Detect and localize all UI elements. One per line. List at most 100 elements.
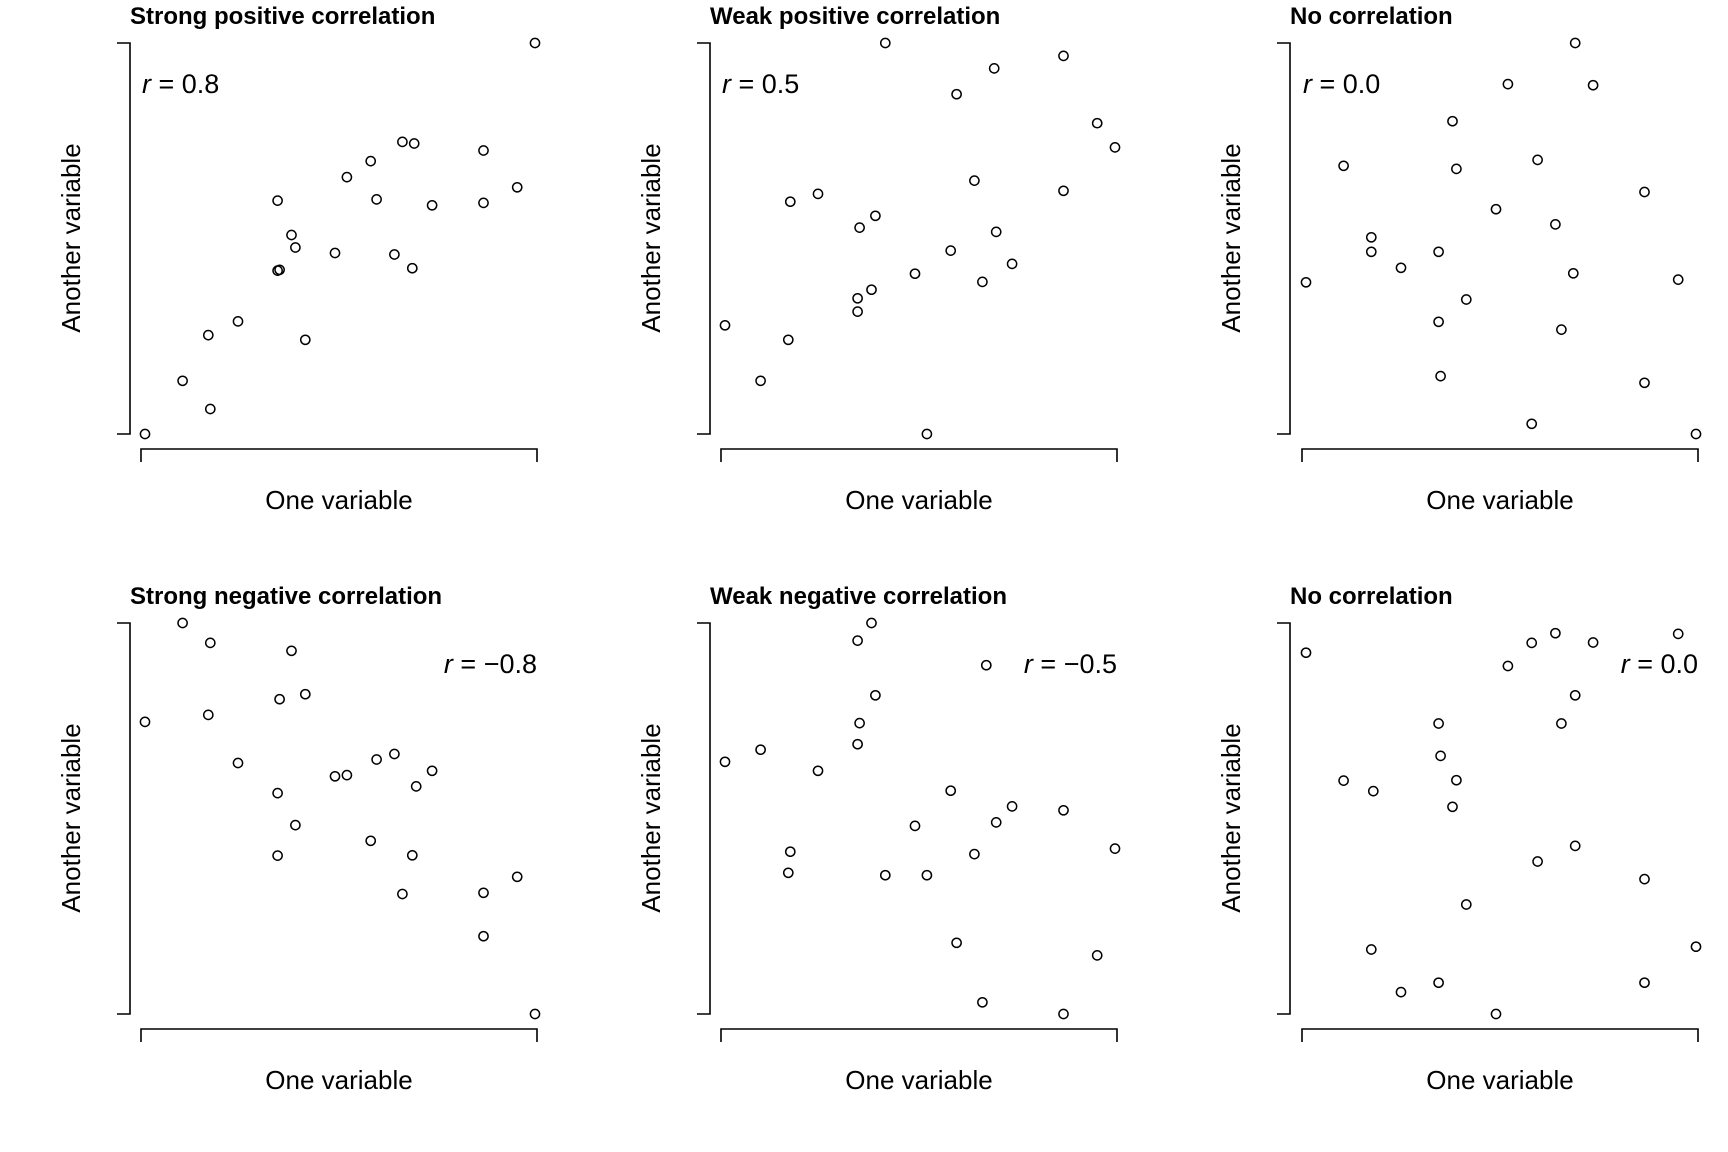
data-point (1395, 262, 1407, 274)
correlation-annotation: r = −0.8 (444, 649, 537, 679)
x-axis-line (720, 1028, 1118, 1042)
data-point (274, 264, 285, 276)
data-point (1526, 418, 1538, 430)
data-point (286, 229, 297, 241)
data-point (1639, 377, 1650, 389)
data-point (202, 709, 214, 721)
y-axis-line (697, 42, 711, 435)
data-point (1639, 977, 1650, 989)
data-point (1532, 856, 1543, 867)
data-point (879, 869, 891, 881)
y-axis-label: Another variable (1216, 723, 1246, 912)
data-point (1451, 774, 1462, 786)
data-point (1367, 785, 1379, 797)
data-point (1058, 1008, 1069, 1020)
data-point (1300, 276, 1312, 288)
data-point (1460, 294, 1472, 305)
data-point (1109, 843, 1121, 854)
data-point (410, 781, 422, 792)
data-point (951, 937, 962, 949)
y-axis-line (117, 622, 131, 1015)
data-point (990, 226, 1002, 238)
data-point (782, 334, 794, 346)
data-point (397, 888, 408, 900)
data-point (1460, 899, 1472, 910)
data-point (852, 635, 863, 646)
data-point (1550, 627, 1561, 639)
data-point (1433, 246, 1444, 258)
data-point (1058, 50, 1069, 62)
data-point (1569, 840, 1581, 852)
data-point (784, 846, 796, 858)
data-point (782, 867, 794, 879)
panel-title: No correlation (1290, 583, 1453, 610)
data-point (1433, 977, 1444, 989)
data-point (951, 88, 962, 100)
panel-title: Strong negative correlation (130, 583, 442, 610)
data-point (1550, 219, 1561, 230)
data-point (1447, 801, 1458, 813)
data-point (909, 820, 921, 832)
data-point (1569, 37, 1581, 49)
y-axis-label: Another variable (1216, 143, 1246, 332)
x-axis-line (140, 1028, 538, 1042)
scatter-panel: No correlation Another variable One variab… (1216, 583, 1702, 1095)
data-point (529, 37, 541, 49)
data-point (406, 262, 418, 274)
data-point (204, 403, 216, 415)
data-point (1451, 163, 1462, 175)
data-point (371, 754, 382, 765)
correlation-annotation: r = 0.0 (1303, 69, 1380, 99)
data-point (478, 887, 489, 899)
y-axis-line (697, 622, 711, 1015)
data-point (866, 284, 877, 296)
data-point (1365, 944, 1377, 955)
data-point (1672, 274, 1684, 285)
scatter-panel: Strong negative correlation Another varia… (56, 583, 541, 1095)
data-point (329, 770, 341, 782)
data-point (1690, 941, 1702, 953)
data-point (852, 738, 863, 750)
data-point (866, 617, 877, 629)
data-point (1091, 950, 1103, 961)
data-point (969, 848, 980, 860)
data-point (426, 199, 438, 211)
data-point (426, 765, 438, 777)
data-point (232, 757, 244, 769)
x-axis-line (720, 448, 1118, 462)
x-axis-label: One variable (265, 485, 412, 515)
data-point (870, 689, 881, 701)
data-point (1526, 637, 1538, 649)
y-axis-label: Another variable (636, 143, 666, 332)
y-axis-line (1277, 42, 1291, 435)
data-point (290, 819, 301, 831)
data-point (177, 375, 188, 387)
data-point (1587, 79, 1599, 91)
y-axis-label: Another variable (56, 723, 86, 912)
data-point (232, 316, 244, 327)
data-point (272, 787, 283, 799)
data-point (478, 197, 489, 209)
data-point (1672, 628, 1684, 640)
y-axis-label: Another variable (56, 143, 86, 332)
data-point (1639, 186, 1650, 198)
data-point (511, 871, 523, 883)
data-point (977, 276, 988, 288)
data-point (341, 171, 353, 183)
data-point (1109, 142, 1121, 153)
data-point (719, 756, 731, 768)
data-point (204, 637, 216, 649)
data-point (1058, 185, 1069, 197)
scatter-panel: Strong positive correlation Another varia… (56, 3, 541, 515)
data-point (272, 850, 283, 861)
data-point (139, 716, 151, 728)
data-point (365, 835, 377, 847)
data-point (1690, 428, 1702, 440)
data-point (921, 428, 933, 440)
data-point (299, 688, 311, 700)
data-point (397, 136, 408, 148)
data-point (755, 744, 766, 756)
scatter-panel: No correlation Another variable One variab… (1216, 3, 1702, 515)
data-point (1532, 154, 1543, 166)
